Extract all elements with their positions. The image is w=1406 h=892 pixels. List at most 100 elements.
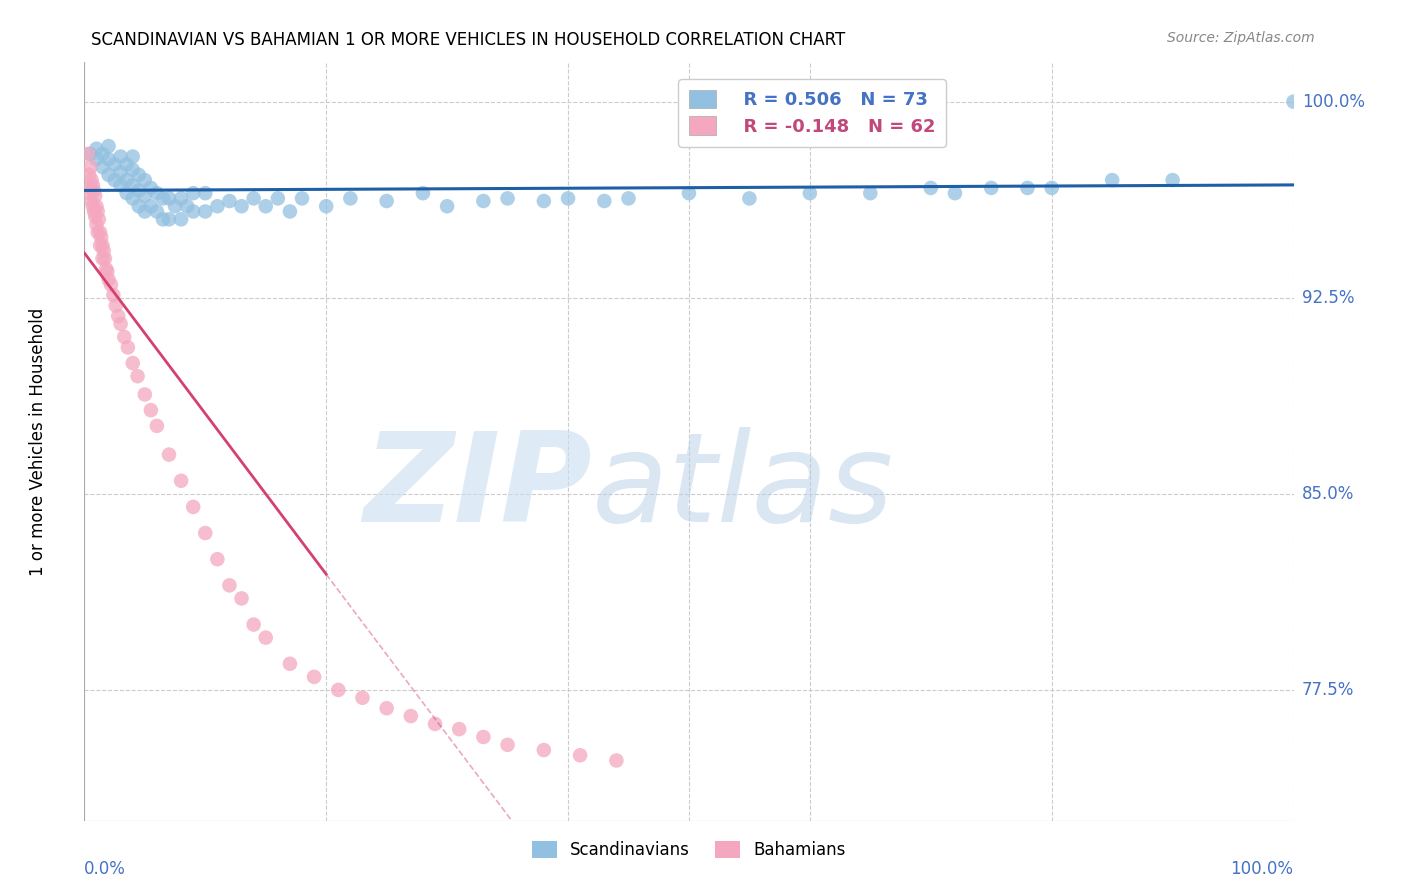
- Point: [94, 262, 117, 277]
- Point: [157, 191, 180, 205]
- Point: [128, 184, 150, 198]
- Point: [302, 670, 325, 684]
- Point: [86, 199, 108, 213]
- Point: [678, 186, 700, 201]
- Point: [170, 212, 193, 227]
- Point: [121, 191, 143, 205]
- Point: [423, 717, 446, 731]
- Point: [496, 191, 519, 205]
- Point: [77, 168, 100, 182]
- Point: [79, 181, 101, 195]
- Point: [84, 188, 107, 202]
- Point: [1040, 181, 1063, 195]
- Point: [557, 191, 579, 205]
- Point: [254, 199, 277, 213]
- Point: [436, 199, 458, 213]
- Point: [533, 194, 555, 208]
- Point: [231, 591, 253, 606]
- Point: [121, 162, 143, 177]
- Point: [90, 230, 112, 244]
- Point: [218, 194, 240, 208]
- Point: [110, 178, 132, 193]
- Point: [127, 369, 149, 384]
- Point: [859, 186, 882, 201]
- Point: [375, 194, 398, 208]
- Point: [97, 272, 120, 286]
- Point: [93, 244, 115, 258]
- Point: [218, 578, 240, 592]
- Point: [157, 448, 180, 462]
- Point: [134, 173, 156, 187]
- Point: [121, 356, 143, 370]
- Point: [79, 147, 101, 161]
- Point: [152, 191, 174, 205]
- Point: [80, 194, 103, 208]
- Text: 0.0%: 0.0%: [84, 860, 127, 878]
- Point: [117, 340, 139, 354]
- Point: [91, 238, 114, 252]
- Legend: Scandinavians, Bahamians: Scandinavians, Bahamians: [526, 834, 852, 865]
- Point: [242, 617, 264, 632]
- Point: [121, 150, 143, 164]
- Point: [1161, 173, 1184, 187]
- Point: [231, 199, 253, 213]
- Point: [115, 157, 138, 171]
- Point: [176, 199, 198, 213]
- Point: [328, 682, 350, 697]
- Point: [152, 212, 174, 227]
- Point: [128, 168, 150, 182]
- Point: [94, 252, 117, 266]
- Point: [170, 474, 193, 488]
- Point: [139, 181, 162, 195]
- Point: [77, 186, 100, 201]
- Point: [170, 191, 193, 205]
- Point: [82, 178, 104, 193]
- Point: [207, 199, 229, 213]
- Point: [91, 252, 114, 266]
- Point: [799, 186, 821, 201]
- Point: [472, 194, 495, 208]
- Point: [242, 191, 264, 205]
- Point: [86, 142, 108, 156]
- Point: [181, 204, 204, 219]
- Point: [96, 264, 118, 278]
- Point: [139, 199, 162, 213]
- Point: [103, 288, 125, 302]
- Point: [278, 204, 301, 219]
- Point: [352, 690, 374, 705]
- Point: [194, 186, 217, 201]
- Point: [139, 403, 162, 417]
- Point: [104, 299, 127, 313]
- Point: [194, 204, 217, 219]
- Point: [181, 186, 204, 201]
- Point: [980, 181, 1002, 195]
- Point: [86, 152, 108, 166]
- Point: [207, 552, 229, 566]
- Point: [181, 500, 204, 514]
- Point: [375, 701, 398, 715]
- Point: [104, 173, 127, 187]
- Point: [412, 186, 434, 201]
- Point: [128, 199, 150, 213]
- Point: [496, 738, 519, 752]
- Point: [533, 743, 555, 757]
- Point: [91, 160, 114, 174]
- Point: [79, 160, 101, 174]
- Point: [399, 709, 422, 723]
- Point: [157, 212, 180, 227]
- Point: [943, 186, 966, 201]
- Text: atlas: atlas: [592, 426, 894, 548]
- Point: [134, 387, 156, 401]
- Point: [110, 165, 132, 179]
- Point: [115, 173, 138, 187]
- Text: 100.0%: 100.0%: [1230, 860, 1294, 878]
- Text: 77.5%: 77.5%: [1302, 681, 1354, 699]
- Point: [121, 178, 143, 193]
- Point: [472, 730, 495, 744]
- Point: [920, 181, 942, 195]
- Point: [315, 199, 337, 213]
- Text: SCANDINAVIAN VS BAHAMIAN 1 OR MORE VEHICLES IN HOUSEHOLD CORRELATION CHART: SCANDINAVIAN VS BAHAMIAN 1 OR MORE VEHIC…: [91, 31, 845, 49]
- Point: [738, 191, 761, 205]
- Point: [104, 157, 127, 171]
- Point: [112, 330, 135, 344]
